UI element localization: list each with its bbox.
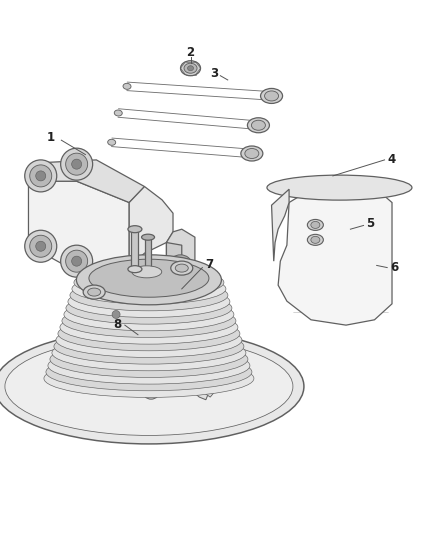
Ellipse shape bbox=[251, 120, 265, 130]
Ellipse shape bbox=[128, 225, 142, 233]
Circle shape bbox=[112, 310, 120, 319]
Circle shape bbox=[36, 241, 46, 251]
Ellipse shape bbox=[62, 304, 236, 337]
Text: 2: 2 bbox=[187, 46, 194, 59]
Text: 4: 4 bbox=[388, 154, 396, 166]
Ellipse shape bbox=[180, 61, 201, 76]
Ellipse shape bbox=[44, 359, 254, 398]
Text: 3: 3 bbox=[211, 67, 219, 80]
Ellipse shape bbox=[132, 266, 162, 278]
Ellipse shape bbox=[5, 337, 293, 435]
Polygon shape bbox=[131, 229, 138, 269]
Ellipse shape bbox=[76, 255, 222, 305]
Ellipse shape bbox=[114, 110, 122, 116]
Polygon shape bbox=[272, 189, 289, 261]
Ellipse shape bbox=[46, 353, 252, 391]
Polygon shape bbox=[28, 181, 129, 272]
Text: 8: 8 bbox=[113, 318, 121, 330]
Ellipse shape bbox=[72, 273, 226, 304]
Circle shape bbox=[66, 153, 88, 175]
Polygon shape bbox=[145, 237, 151, 274]
Ellipse shape bbox=[311, 221, 320, 229]
Polygon shape bbox=[28, 160, 145, 203]
Polygon shape bbox=[129, 187, 173, 266]
Ellipse shape bbox=[70, 280, 228, 311]
Ellipse shape bbox=[123, 83, 131, 90]
Circle shape bbox=[30, 165, 52, 187]
Ellipse shape bbox=[58, 317, 240, 351]
Ellipse shape bbox=[307, 220, 323, 230]
Ellipse shape bbox=[68, 286, 230, 318]
Text: 7: 7 bbox=[205, 258, 213, 271]
Polygon shape bbox=[195, 379, 215, 397]
Circle shape bbox=[30, 235, 52, 257]
Text: 5: 5 bbox=[366, 217, 374, 230]
Ellipse shape bbox=[74, 268, 224, 297]
Circle shape bbox=[25, 230, 57, 262]
Ellipse shape bbox=[241, 146, 263, 161]
Ellipse shape bbox=[52, 335, 246, 371]
Ellipse shape bbox=[170, 255, 191, 273]
Circle shape bbox=[66, 250, 88, 272]
Ellipse shape bbox=[54, 329, 244, 364]
Ellipse shape bbox=[267, 175, 412, 200]
Ellipse shape bbox=[307, 235, 323, 245]
Ellipse shape bbox=[174, 259, 187, 269]
Ellipse shape bbox=[187, 66, 194, 71]
Circle shape bbox=[85, 364, 103, 382]
Circle shape bbox=[25, 160, 57, 192]
Circle shape bbox=[36, 171, 46, 181]
Text: 1: 1 bbox=[46, 131, 54, 144]
Ellipse shape bbox=[50, 341, 248, 377]
Ellipse shape bbox=[311, 236, 320, 244]
Ellipse shape bbox=[66, 292, 232, 324]
Ellipse shape bbox=[89, 259, 209, 297]
Circle shape bbox=[60, 245, 93, 277]
Ellipse shape bbox=[88, 288, 101, 296]
Circle shape bbox=[89, 368, 99, 378]
Circle shape bbox=[146, 385, 156, 395]
Ellipse shape bbox=[171, 261, 193, 275]
Circle shape bbox=[190, 375, 208, 393]
Ellipse shape bbox=[48, 347, 250, 384]
Circle shape bbox=[60, 148, 93, 180]
Ellipse shape bbox=[245, 149, 259, 158]
Ellipse shape bbox=[64, 298, 234, 331]
Circle shape bbox=[142, 381, 160, 399]
Ellipse shape bbox=[261, 88, 283, 103]
Polygon shape bbox=[278, 184, 392, 325]
Ellipse shape bbox=[83, 285, 105, 299]
Polygon shape bbox=[166, 229, 195, 282]
Ellipse shape bbox=[247, 118, 269, 133]
Ellipse shape bbox=[56, 322, 242, 358]
Ellipse shape bbox=[60, 310, 238, 344]
Text: 6: 6 bbox=[390, 261, 398, 274]
Ellipse shape bbox=[0, 329, 304, 444]
Circle shape bbox=[194, 379, 204, 389]
Polygon shape bbox=[166, 243, 182, 285]
Ellipse shape bbox=[108, 139, 116, 146]
Ellipse shape bbox=[128, 265, 142, 273]
Circle shape bbox=[72, 256, 81, 266]
Ellipse shape bbox=[175, 264, 188, 272]
Polygon shape bbox=[184, 381, 208, 400]
Ellipse shape bbox=[141, 234, 155, 240]
Ellipse shape bbox=[184, 63, 197, 73]
Circle shape bbox=[72, 159, 81, 169]
Ellipse shape bbox=[265, 91, 279, 101]
